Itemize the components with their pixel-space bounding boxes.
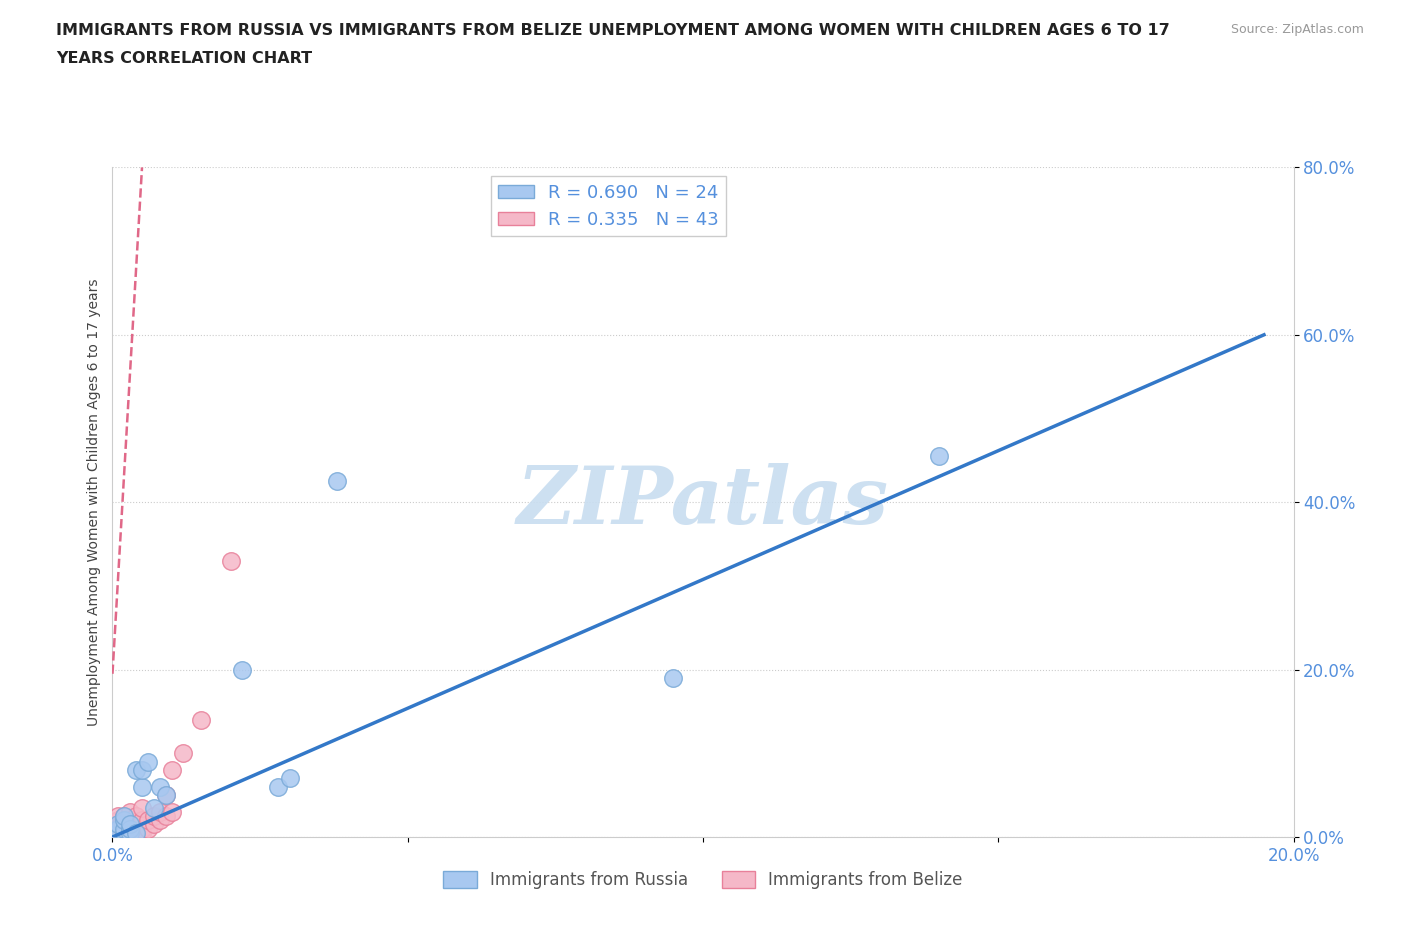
- Point: [120, 821, 142, 836]
- Point: [155, 788, 177, 803]
- Point: [125, 826, 148, 841]
- Point: [117, 813, 138, 828]
- Point: [125, 817, 148, 832]
- Text: Source: ZipAtlas.com: Source: ZipAtlas.com: [1230, 23, 1364, 36]
- Point: [190, 712, 212, 727]
- Point: [112, 813, 135, 828]
- Point: [112, 826, 135, 841]
- Point: [112, 809, 135, 824]
- Point: [142, 809, 165, 824]
- Point: [131, 800, 153, 815]
- Point: [928, 449, 950, 464]
- Point: [120, 804, 142, 819]
- Point: [117, 821, 138, 836]
- Point: [120, 813, 142, 828]
- Point: [219, 553, 242, 568]
- Point: [112, 817, 135, 832]
- Point: [131, 779, 153, 794]
- Point: [142, 800, 165, 815]
- Point: [131, 826, 153, 841]
- Point: [120, 821, 142, 836]
- Point: [112, 821, 135, 836]
- Legend: Immigrants from Russia, Immigrants from Belize: Immigrants from Russia, Immigrants from …: [437, 864, 969, 896]
- Point: [267, 779, 290, 794]
- Point: [131, 813, 153, 828]
- Point: [149, 779, 172, 794]
- Point: [122, 817, 145, 832]
- Point: [107, 826, 129, 841]
- Point: [104, 826, 127, 841]
- Point: [110, 826, 132, 841]
- Point: [107, 813, 129, 828]
- Point: [160, 763, 183, 777]
- Point: [278, 771, 301, 786]
- Text: ZIPatlas: ZIPatlas: [517, 463, 889, 541]
- Point: [326, 474, 349, 489]
- Point: [136, 813, 159, 828]
- Point: [112, 809, 135, 824]
- Text: IMMIGRANTS FROM RUSSIA VS IMMIGRANTS FROM BELIZE UNEMPLOYMENT AMONG WOMEN WITH C: IMMIGRANTS FROM RUSSIA VS IMMIGRANTS FRO…: [56, 23, 1170, 38]
- Point: [155, 809, 177, 824]
- Point: [125, 821, 148, 836]
- Point: [125, 826, 148, 841]
- Point: [125, 809, 148, 824]
- Point: [231, 662, 253, 677]
- Point: [112, 813, 135, 828]
- Point: [120, 817, 142, 832]
- Point: [120, 817, 142, 832]
- Point: [107, 809, 129, 824]
- Point: [149, 813, 172, 828]
- Point: [120, 826, 142, 841]
- Point: [104, 821, 127, 836]
- Point: [136, 821, 159, 836]
- Point: [125, 763, 148, 777]
- Point: [107, 821, 129, 836]
- Point: [131, 821, 153, 836]
- Point: [131, 763, 153, 777]
- Point: [107, 826, 129, 841]
- Point: [107, 821, 129, 836]
- Y-axis label: Unemployment Among Women with Children Ages 6 to 17 years: Unemployment Among Women with Children A…: [87, 278, 101, 726]
- Point: [149, 804, 172, 819]
- Point: [112, 826, 135, 841]
- Point: [136, 754, 159, 769]
- Point: [112, 821, 135, 836]
- Point: [172, 746, 194, 761]
- Point: [107, 817, 129, 832]
- Point: [110, 817, 132, 832]
- Point: [120, 826, 142, 841]
- Point: [155, 788, 177, 803]
- Point: [662, 671, 685, 685]
- Point: [160, 804, 183, 819]
- Point: [107, 817, 129, 832]
- Point: [142, 817, 165, 832]
- Text: YEARS CORRELATION CHART: YEARS CORRELATION CHART: [56, 51, 312, 66]
